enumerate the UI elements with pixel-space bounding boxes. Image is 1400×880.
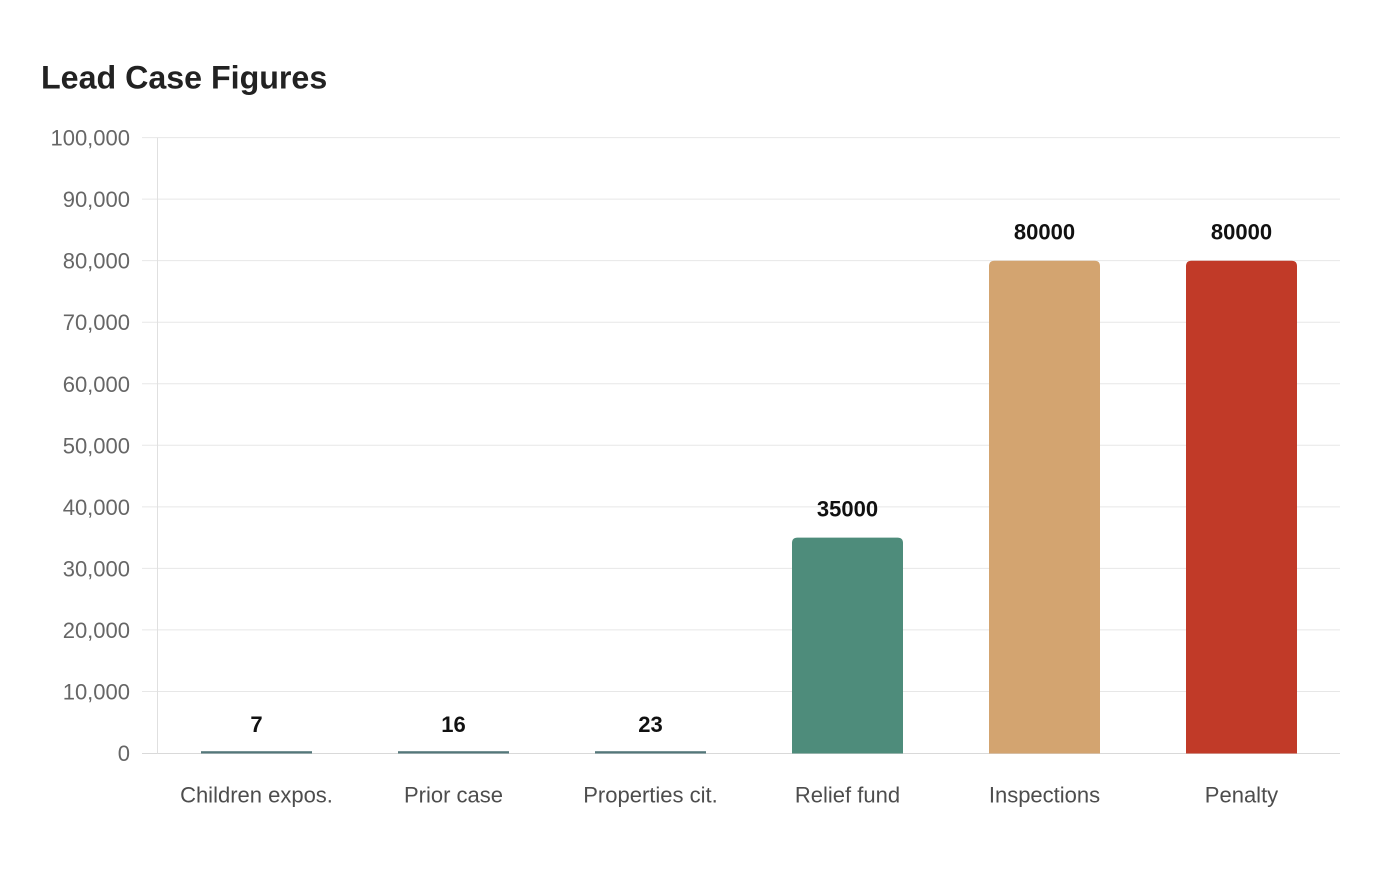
svg-text:50,000: 50,000 (63, 433, 130, 458)
svg-text:10,000: 10,000 (63, 679, 130, 704)
svg-text:Lead Case Figures: Lead Case Figures (41, 60, 327, 96)
svg-text:Prior case: Prior case (404, 783, 503, 808)
svg-text:Relief fund: Relief fund (795, 783, 900, 808)
svg-text:80000: 80000 (1211, 220, 1272, 245)
svg-text:100,000: 100,000 (50, 126, 130, 151)
svg-text:23: 23 (638, 712, 662, 737)
svg-text:20,000: 20,000 (63, 618, 130, 643)
svg-text:0: 0 (118, 741, 130, 766)
svg-text:90,000: 90,000 (63, 187, 130, 212)
svg-text:Penalty: Penalty (1205, 783, 1278, 808)
svg-text:Children expos.: Children expos. (180, 783, 333, 808)
svg-text:70,000: 70,000 (63, 310, 130, 335)
svg-text:Properties cit.: Properties cit. (583, 783, 718, 808)
svg-text:40,000: 40,000 (63, 495, 130, 520)
svg-text:16: 16 (441, 712, 465, 737)
svg-text:30,000: 30,000 (63, 556, 130, 581)
svg-text:80,000: 80,000 (63, 249, 130, 274)
svg-text:Inspections: Inspections (989, 783, 1100, 808)
svg-text:35000: 35000 (817, 497, 878, 522)
svg-text:7: 7 (250, 712, 262, 737)
svg-text:60,000: 60,000 (63, 372, 130, 397)
svg-text:80000: 80000 (1014, 220, 1075, 245)
